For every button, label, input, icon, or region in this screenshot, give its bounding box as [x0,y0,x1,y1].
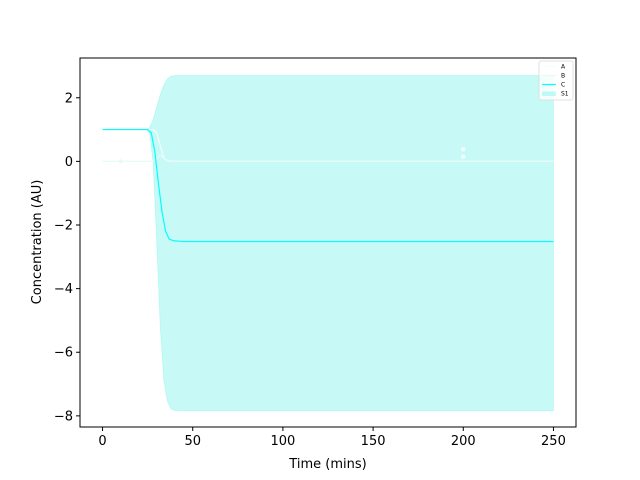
y-tick-label: −8 [54,409,73,424]
x-axis: 0 50 100 150 200 250 [98,427,566,449]
x-tick-label: 250 [541,434,566,449]
plot-frame [79,57,577,428]
y-tick-label: 0 [65,155,73,170]
plot-area [102,75,554,412]
series-line-c [102,128,554,243]
band-s1 [102,75,554,412]
data-point-2 [461,154,466,159]
y-tick-label: −4 [54,282,73,297]
x-tick-label: 0 [98,434,106,449]
x-axis-label: Time (mins) [288,457,366,472]
legend-label-a: A [561,64,566,71]
data-point-1 [461,147,466,152]
y-tick-label: −2 [54,219,73,234]
y-axis: −8 −6 −4 −2 0 2 [54,91,80,424]
legend-label-s1: S1 [561,91,569,98]
legend-label-c: C [561,82,565,89]
legend: ABC S1 [538,60,574,101]
legend-box [538,60,574,101]
x-tick-label: 100 [270,434,295,449]
data-point-0 [118,159,123,164]
legend-swatch-s1 [542,91,556,96]
x-tick-label: 50 [184,434,201,449]
x-tick-label: 200 [451,434,476,449]
legend-label-b: B [561,73,565,80]
x-tick-label: 150 [361,434,386,449]
y-axis-label: Concentration (AU) [30,180,45,305]
y-tick-label: −6 [54,346,73,361]
y-tick-label: 2 [65,91,73,106]
series-line-b [102,154,554,162]
